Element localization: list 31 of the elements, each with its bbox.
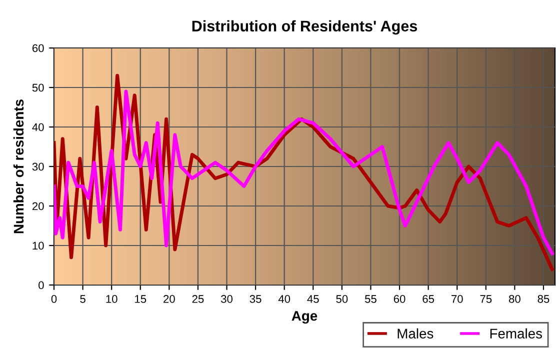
x-tick-label: 35 xyxy=(250,295,262,303)
x-tick-label: 70 xyxy=(451,295,463,303)
x-tick-label: 80 xyxy=(508,295,520,303)
y-tick-label: 20 xyxy=(32,202,44,210)
x-tick-label: 25 xyxy=(192,295,204,303)
x-tick-label: 60 xyxy=(394,295,406,303)
legend-label: Females xyxy=(490,328,542,339)
chart-title: Distribution of Residents' Ages xyxy=(192,20,418,35)
legend-label: Males xyxy=(398,328,434,339)
x-tick-label: 45 xyxy=(307,295,319,303)
y-tick-label: 40 xyxy=(32,123,44,132)
x-tick-label: 5 xyxy=(80,295,86,303)
x-tick-label: 85 xyxy=(538,295,550,303)
x-tick-label: 75 xyxy=(480,295,492,303)
y-tick-label: 0 xyxy=(38,281,44,290)
y-tick-label: 60 xyxy=(32,44,44,52)
x-tick-label: 50 xyxy=(336,295,348,303)
y-tick-label: 10 xyxy=(32,242,44,250)
y-tick-label: 50 xyxy=(32,84,44,92)
x-axis-title: Age xyxy=(292,311,318,324)
y-axis-title: Number of residents xyxy=(13,100,24,234)
x-tick-label: 30 xyxy=(221,295,233,303)
x-tick-label: 65 xyxy=(422,295,434,303)
x-tick-label: 40 xyxy=(278,295,290,303)
x-tick-label: 15 xyxy=(135,295,146,303)
x-tick-label: 0 xyxy=(51,295,57,303)
line-series xyxy=(54,90,554,256)
x-tick-label: 20 xyxy=(164,295,175,303)
x-tick-label: 55 xyxy=(364,295,376,303)
x-tick-label: 10 xyxy=(106,295,118,303)
y-tick-label: 30 xyxy=(32,162,44,171)
